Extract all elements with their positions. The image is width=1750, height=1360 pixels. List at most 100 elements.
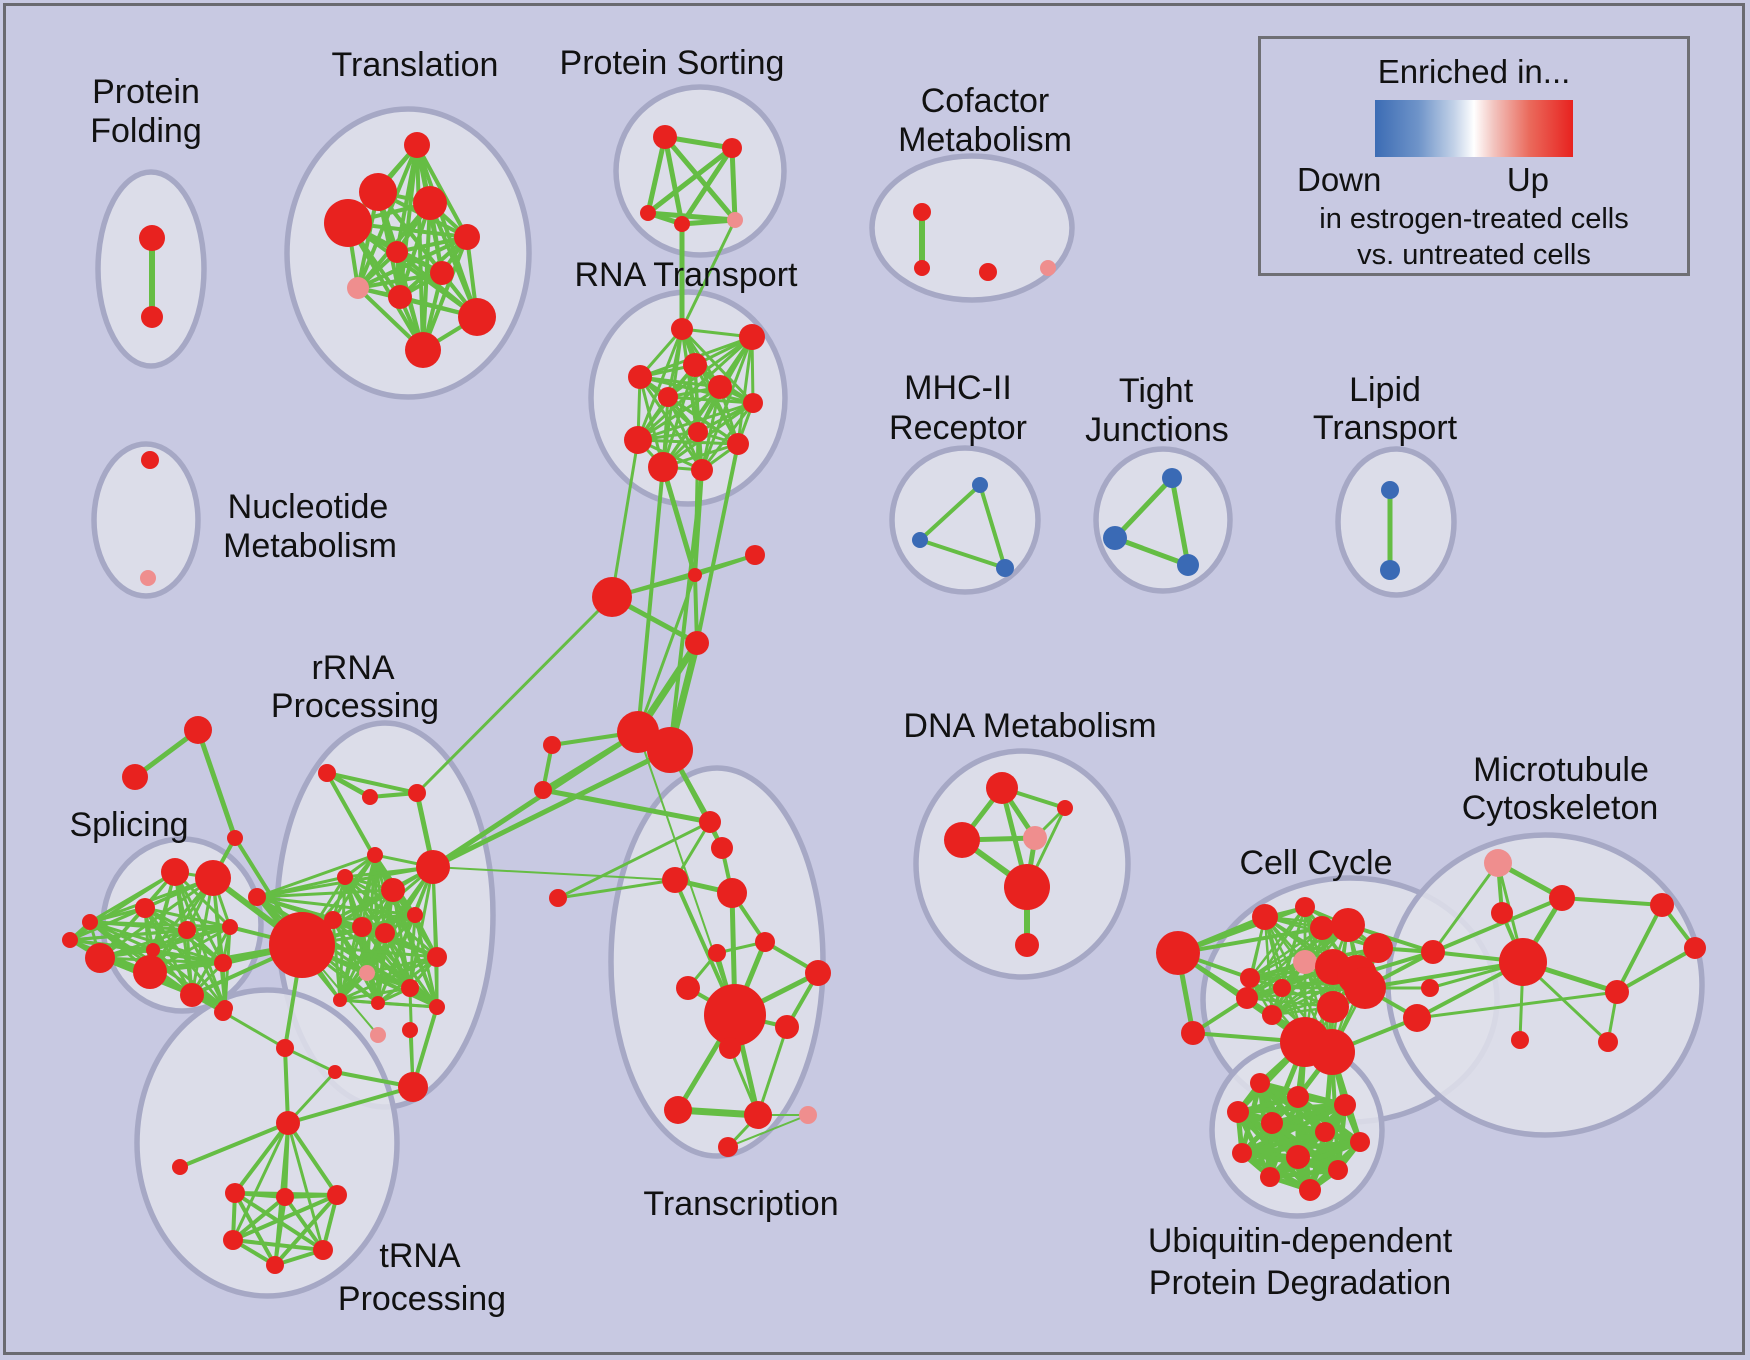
network-node-c0[interactable] bbox=[688, 568, 702, 582]
network-node-tj1[interactable] bbox=[1103, 526, 1127, 550]
network-node-tc9[interactable] bbox=[775, 1015, 799, 1039]
network-node-sp7[interactable] bbox=[146, 943, 160, 957]
network-node-tc1[interactable] bbox=[711, 837, 733, 859]
network-node-r4[interactable] bbox=[708, 375, 732, 399]
network-node-cc0[interactable] bbox=[1156, 931, 1200, 975]
network-node-t1[interactable] bbox=[359, 173, 397, 211]
network-node-sp10[interactable] bbox=[133, 955, 167, 989]
network-node-tj0[interactable] bbox=[1162, 468, 1182, 488]
network-node-mt4[interactable] bbox=[1605, 980, 1629, 1004]
network-node-cc1[interactable] bbox=[1181, 1021, 1205, 1045]
network-node-r9[interactable] bbox=[727, 433, 749, 455]
network-node-tc0[interactable] bbox=[699, 811, 721, 833]
network-node-nc1[interactable] bbox=[140, 570, 156, 586]
network-node-tc14[interactable] bbox=[718, 1137, 738, 1157]
network-node-t10[interactable] bbox=[405, 332, 441, 368]
network-node-sp9[interactable] bbox=[214, 954, 232, 972]
network-node-rr12[interactable] bbox=[269, 912, 335, 978]
network-node-c6[interactable] bbox=[543, 736, 561, 754]
network-node-c8[interactable] bbox=[549, 889, 567, 907]
network-node-s0[interactable] bbox=[653, 125, 677, 149]
network-node-tn5[interactable] bbox=[223, 1230, 243, 1250]
network-node-tn0[interactable] bbox=[276, 1111, 300, 1135]
network-node-dn2[interactable] bbox=[1023, 826, 1047, 850]
network-node-mt1[interactable] bbox=[1549, 885, 1575, 911]
network-node-ub4[interactable] bbox=[1261, 1112, 1283, 1134]
network-node-tj2[interactable] bbox=[1177, 554, 1199, 576]
network-node-ub5[interactable] bbox=[1315, 1122, 1335, 1142]
network-node-cc17[interactable] bbox=[1309, 1029, 1355, 1075]
network-node-tri1[interactable] bbox=[122, 764, 148, 790]
network-node-s3[interactable] bbox=[674, 216, 690, 232]
network-node-cc12[interactable] bbox=[1236, 987, 1258, 1009]
network-node-ub6[interactable] bbox=[1350, 1132, 1370, 1152]
network-node-s1[interactable] bbox=[722, 138, 742, 158]
network-node-mt3[interactable] bbox=[1499, 938, 1547, 986]
network-node-c2[interactable] bbox=[592, 577, 632, 617]
network-node-rr17[interactable] bbox=[333, 993, 347, 1007]
network-node-ub0[interactable] bbox=[1250, 1073, 1270, 1093]
network-node-c1[interactable] bbox=[745, 545, 765, 565]
network-node-sp2[interactable] bbox=[135, 898, 155, 918]
network-node-pf0[interactable] bbox=[139, 225, 165, 251]
network-node-c5[interactable] bbox=[647, 727, 693, 773]
network-node-t7[interactable] bbox=[347, 277, 369, 299]
network-node-r8[interactable] bbox=[624, 426, 652, 454]
network-node-rr2[interactable] bbox=[408, 784, 426, 802]
network-node-ub2[interactable] bbox=[1334, 1094, 1356, 1116]
network-node-br2[interactable] bbox=[1403, 1004, 1431, 1032]
network-node-r6[interactable] bbox=[743, 393, 763, 413]
network-node-tc4[interactable] bbox=[708, 944, 726, 962]
network-node-r2[interactable] bbox=[683, 353, 707, 377]
network-node-rr4[interactable] bbox=[416, 850, 450, 884]
network-node-pf1[interactable] bbox=[141, 306, 163, 328]
network-node-r11[interactable] bbox=[691, 459, 713, 481]
network-node-tn4[interactable] bbox=[327, 1185, 347, 1205]
network-node-r7[interactable] bbox=[688, 422, 708, 442]
network-node-cc5[interactable] bbox=[1331, 908, 1365, 942]
network-node-sp8[interactable] bbox=[85, 943, 115, 973]
network-node-nc0[interactable] bbox=[141, 451, 159, 469]
network-node-r3[interactable] bbox=[628, 365, 652, 389]
network-node-rr3[interactable] bbox=[367, 847, 383, 863]
network-node-rr18[interactable] bbox=[371, 996, 385, 1010]
network-node-sp5[interactable] bbox=[178, 921, 196, 939]
network-node-tc6[interactable] bbox=[805, 960, 831, 986]
network-node-cf1[interactable] bbox=[914, 260, 930, 276]
network-node-sp3[interactable] bbox=[82, 914, 98, 930]
network-node-t6[interactable] bbox=[430, 261, 454, 285]
network-node-cc6[interactable] bbox=[1363, 933, 1393, 963]
network-node-mt2[interactable] bbox=[1491, 902, 1513, 924]
network-node-cc15[interactable] bbox=[1344, 967, 1386, 1009]
network-node-lp0[interactable] bbox=[1381, 481, 1399, 499]
network-node-tn7[interactable] bbox=[266, 1256, 284, 1274]
network-node-s4[interactable] bbox=[727, 212, 743, 228]
network-node-r5[interactable] bbox=[658, 387, 678, 407]
network-node-rr9[interactable] bbox=[324, 911, 342, 929]
network-node-t4[interactable] bbox=[454, 224, 480, 250]
network-node-ub3[interactable] bbox=[1227, 1101, 1249, 1123]
network-node-rr6[interactable] bbox=[381, 878, 405, 902]
network-node-m0[interactable] bbox=[972, 477, 988, 493]
network-node-m1[interactable] bbox=[912, 532, 928, 548]
network-node-cc11[interactable] bbox=[1273, 979, 1291, 997]
network-node-t3[interactable] bbox=[324, 199, 372, 247]
network-node-rr16[interactable] bbox=[429, 999, 445, 1015]
network-node-tc12[interactable] bbox=[744, 1101, 772, 1129]
network-node-tc10[interactable] bbox=[719, 1037, 741, 1059]
network-node-s2[interactable] bbox=[640, 205, 656, 221]
network-node-br0[interactable] bbox=[1421, 940, 1445, 964]
network-node-rr5[interactable] bbox=[337, 869, 353, 885]
network-node-tnup[interactable] bbox=[214, 1003, 232, 1021]
network-node-sp0[interactable] bbox=[161, 858, 189, 886]
network-node-rr23[interactable] bbox=[402, 1022, 418, 1038]
network-node-ub9[interactable] bbox=[1328, 1160, 1348, 1180]
network-node-dn1[interactable] bbox=[944, 822, 980, 858]
network-node-cc2[interactable] bbox=[1252, 904, 1278, 930]
network-node-dn0[interactable] bbox=[986, 772, 1018, 804]
network-node-tn2[interactable] bbox=[225, 1183, 245, 1203]
network-node-mt8[interactable] bbox=[1684, 937, 1706, 959]
network-node-tc2[interactable] bbox=[662, 867, 688, 893]
network-node-ub10[interactable] bbox=[1260, 1167, 1280, 1187]
network-node-r1[interactable] bbox=[739, 324, 765, 350]
